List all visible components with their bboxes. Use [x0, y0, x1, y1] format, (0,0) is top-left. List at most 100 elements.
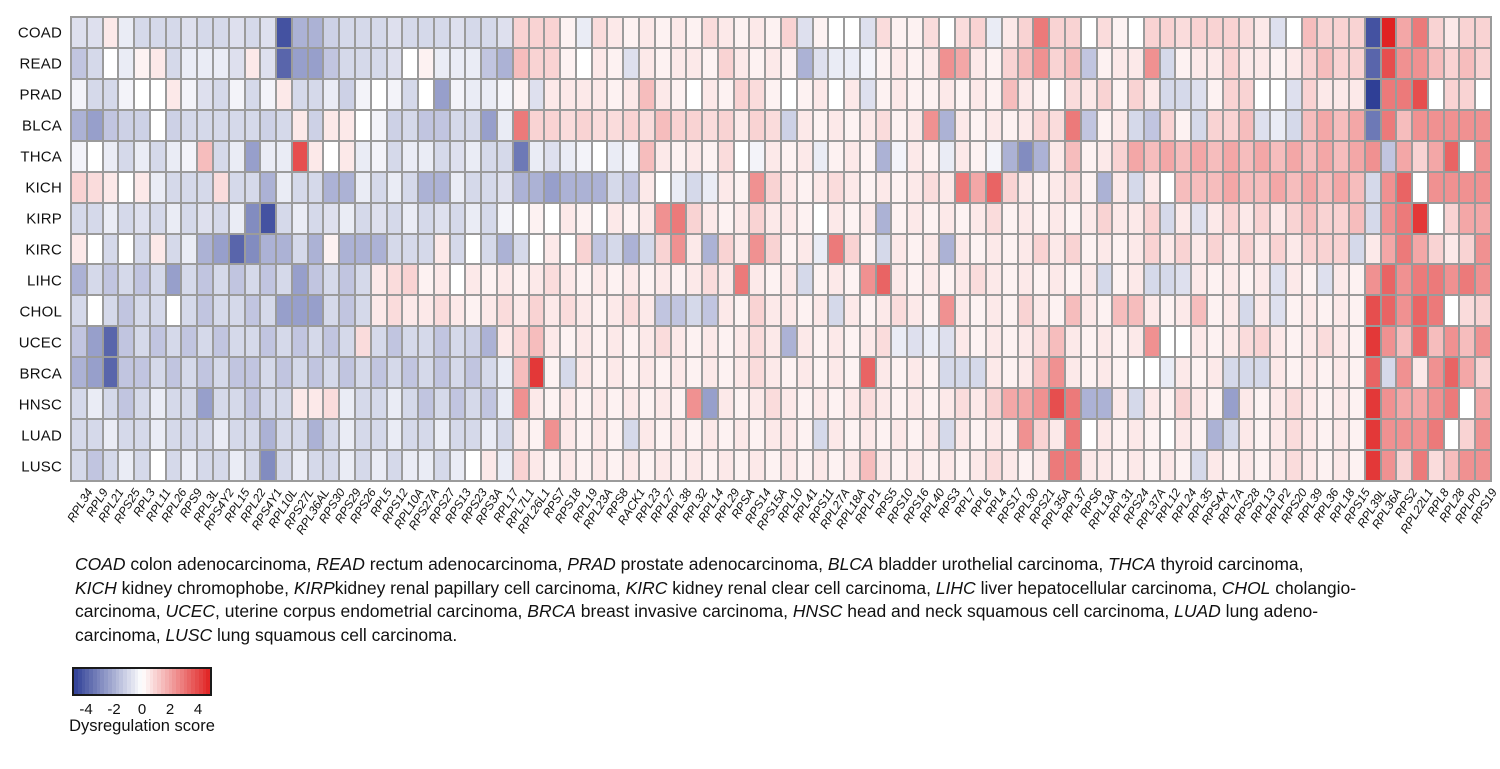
- heatmap-cell: [1034, 141, 1049, 171]
- heatmap-cell: [1129, 296, 1143, 326]
- heatmap-cell: [561, 327, 575, 357]
- heatmap-cell: [1081, 358, 1096, 388]
- heatmap-cell: [576, 420, 591, 450]
- heatmap-cell: [813, 358, 828, 388]
- legend-gradient-segment: [134, 669, 139, 694]
- heatmap-cell: [1397, 451, 1412, 480]
- heatmap-cell: [371, 141, 386, 171]
- heatmap-cell: [1050, 420, 1064, 450]
- caption-abbreviation: LIHC: [935, 577, 976, 598]
- heatmap-cell: [1460, 420, 1475, 450]
- heatmap-cell: [150, 172, 165, 202]
- heatmap-cell: [1223, 79, 1238, 109]
- caption-text: head and neck squamous cell carcinoma,: [842, 601, 1175, 621]
- heatmap-cell: [1002, 234, 1017, 264]
- heatmap-cell: [466, 296, 481, 326]
- heatmap-cell: [1065, 172, 1080, 202]
- caption-text: kidney chromophobe,: [116, 577, 294, 598]
- heatmap-cell: [1192, 358, 1206, 388]
- heatmap-cell: [1460, 451, 1475, 480]
- row-label: READ: [19, 55, 62, 73]
- heatmap-cell: [576, 172, 591, 202]
- heatmap-cell: [1097, 172, 1112, 202]
- heatmap-cell: [182, 48, 197, 78]
- heatmap-cell: [718, 48, 733, 78]
- heatmap-cell: [513, 389, 528, 419]
- legend-gradient-segment: [126, 669, 131, 694]
- heatmap-cell: [561, 172, 575, 202]
- heatmap-cell: [892, 79, 907, 109]
- heatmap-cell: [1113, 203, 1128, 233]
- heatmap-cell: [718, 110, 733, 140]
- heatmap-cell: [324, 327, 339, 357]
- heatmap-cell: [1176, 172, 1191, 202]
- heatmap-cell: [1239, 265, 1254, 295]
- heatmap-cell: [355, 296, 370, 326]
- heatmap-cell: [1239, 110, 1254, 140]
- heatmap-cell: [671, 234, 686, 264]
- heatmap-cell: [1144, 451, 1159, 480]
- heatmap-cell: [1018, 18, 1033, 47]
- heatmap-cell: [355, 420, 370, 450]
- heatmap-cell: [987, 296, 1001, 326]
- heatmap-cell: [1476, 203, 1490, 233]
- heatmap-cell: [576, 18, 591, 47]
- heatmap-cell: [1349, 389, 1364, 419]
- heatmap-cell: [87, 389, 102, 419]
- heatmap-cell: [545, 172, 560, 202]
- heatmap-cell: [72, 265, 86, 295]
- heatmap-cell: [892, 420, 907, 450]
- heatmap-cell: [845, 265, 859, 295]
- heatmap-cell: [340, 48, 354, 78]
- heatmap-cell: [1144, 389, 1159, 419]
- heatmap-cell: [182, 296, 197, 326]
- caption-text: carcinoma,: [75, 601, 166, 621]
- heatmap-cell: [655, 389, 670, 419]
- heatmap-cell: [987, 420, 1001, 450]
- heatmap-cell: [1081, 79, 1096, 109]
- heatmap-cell: [1050, 48, 1064, 78]
- heatmap-cell: [987, 234, 1001, 264]
- legend-gradient-segment: [142, 669, 146, 694]
- heatmap-cell: [308, 451, 323, 480]
- row-label: HNSC: [18, 396, 62, 414]
- heatmap-cell: [119, 79, 134, 109]
- heatmap-cell: [1302, 203, 1317, 233]
- heatmap-cell: [292, 389, 307, 419]
- heatmap-cell: [119, 110, 134, 140]
- heatmap-cell: [639, 141, 654, 171]
- heatmap-cell: [766, 265, 780, 295]
- caption-abbreviation: HNSC: [792, 601, 843, 621]
- heatmap-cell: [182, 141, 197, 171]
- heatmap-cell: [955, 172, 970, 202]
- heatmap-cell: [813, 296, 828, 326]
- heatmap-cell: [703, 451, 717, 480]
- heatmap-cell: [829, 420, 844, 450]
- heatmap-cell: [1365, 296, 1380, 326]
- heatmap-cell: [687, 172, 702, 202]
- heatmap-cell: [1428, 18, 1443, 47]
- heatmap-cell: [1034, 234, 1049, 264]
- heatmap-cell: [72, 234, 86, 264]
- heatmap-cell: [781, 296, 796, 326]
- heatmap-cell: [1144, 358, 1159, 388]
- heatmap-cell: [1129, 420, 1143, 450]
- heatmap-cell: [592, 327, 607, 357]
- heatmap-cell: [245, 203, 260, 233]
- heatmap-cell: [576, 451, 591, 480]
- heatmap-cell: [1381, 296, 1396, 326]
- heatmap-cell: [261, 234, 276, 264]
- heatmap-cell: [1349, 451, 1364, 480]
- heatmap-cell: [829, 172, 844, 202]
- heatmap-cell: [1397, 141, 1412, 171]
- heatmap-cell: [639, 48, 654, 78]
- heatmap-cell: [987, 265, 1001, 295]
- heatmap-cell: [1160, 203, 1175, 233]
- heatmap-cell: [1018, 79, 1033, 109]
- heatmap-cell: [150, 451, 165, 480]
- heatmap-cell: [1050, 296, 1064, 326]
- heatmap-cell: [387, 234, 402, 264]
- heatmap-cell: [1460, 296, 1475, 326]
- heatmap-cell: [1002, 265, 1017, 295]
- heatmap-cell: [1002, 420, 1017, 450]
